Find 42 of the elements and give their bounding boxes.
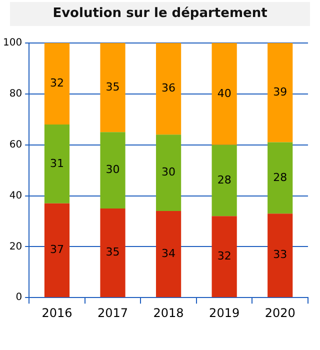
bar: [156, 211, 182, 298]
bar: [268, 214, 293, 298]
data-label: 31: [50, 156, 64, 170]
y-tick-label: 40: [9, 190, 22, 202]
bar: [44, 203, 70, 298]
y-tick-label: 60: [9, 139, 22, 150]
x-tick-label: 2018: [153, 306, 184, 320]
y-tick-label: 80: [9, 88, 22, 100]
data-label: 28: [273, 170, 288, 184]
data-label: 30: [106, 163, 120, 176]
bar: [268, 43, 293, 142]
x-tick-label: 2020: [264, 306, 296, 320]
bar: [212, 144, 237, 216]
data-label: 34: [162, 246, 176, 260]
data-label: 30: [162, 166, 176, 179]
x-tick-label: 2017: [97, 306, 128, 320]
data-label: 33: [273, 248, 288, 262]
data-label: 40: [217, 86, 232, 100]
chart-title: Evolution sur le département: [10, 2, 310, 26]
bar: [100, 43, 126, 132]
y-tick-label: 20: [9, 241, 22, 252]
x-tick-label: 2016: [42, 306, 72, 320]
data-label: 32: [217, 249, 232, 262]
data-label: 39: [273, 86, 288, 99]
x-tick-label: 2019: [209, 306, 240, 320]
bar: [156, 134, 182, 212]
data-label: 35: [106, 246, 120, 259]
data-label: 37: [50, 243, 64, 256]
bar: [156, 43, 182, 135]
data-label: 28: [217, 173, 232, 186]
data-label: 32: [50, 76, 64, 90]
bar: [212, 43, 237, 145]
bar: [268, 142, 293, 214]
data-label: 35: [106, 80, 120, 94]
bar: [212, 216, 237, 298]
bar: [100, 208, 126, 298]
y-tick-label: 0: [16, 292, 22, 304]
data-label: 36: [162, 82, 176, 95]
bar: [44, 43, 70, 124]
y-tick-label: 100: [2, 38, 22, 49]
bar: [44, 124, 70, 204]
bar: [100, 132, 126, 208]
